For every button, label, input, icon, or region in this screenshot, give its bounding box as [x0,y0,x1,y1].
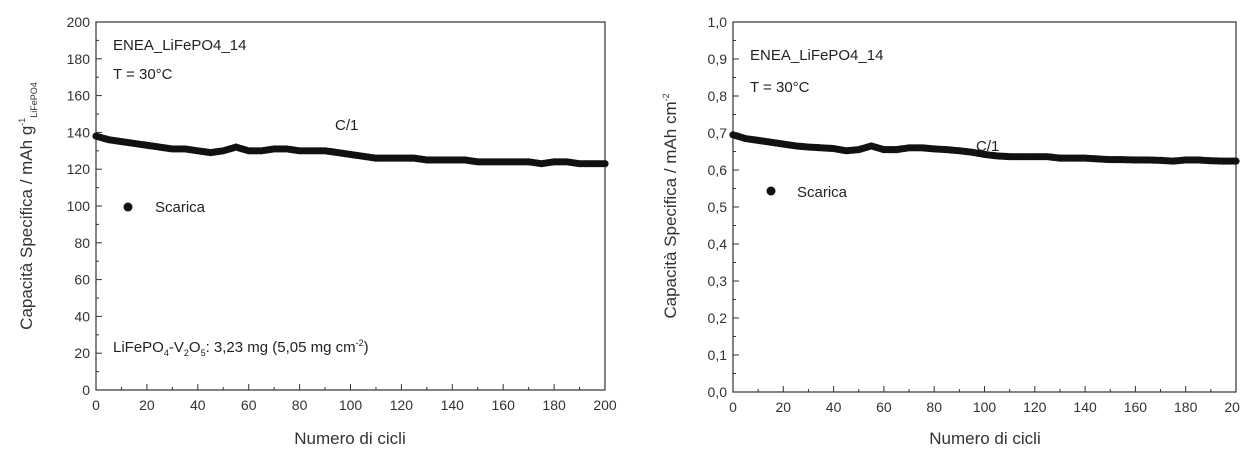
y-axis-label: Capacità Specifica / mAh g-1LiFePO4 [17,82,39,330]
x-tick-label: 140 [441,397,465,413]
sample-label: ENEA_LiFePO4_14 [750,47,883,64]
y-tick-label: 0,3 [708,273,728,289]
y-tick-label: 0,2 [708,310,728,326]
y-tick-label: 60 [74,272,90,288]
y-tick-label: 40 [74,308,90,324]
legend-marker [123,202,133,212]
x-tick-label: 200 [593,397,617,413]
chart-panel-specific-capacity-mass: 0 20 40 60 80 100 120 140 160 180 200 0 20 40 60 80 100… [17,14,617,448]
y-tick-label: 0,4 [708,236,728,252]
y-tick-label: 0,5 [708,199,728,215]
y-tick-label: 120 [67,161,91,177]
x-tick-label: 160 [1124,399,1148,415]
y-tick-label: 0,9 [708,51,728,67]
y-tick-label: 140 [67,124,91,140]
x-tick-label: 0 [729,399,737,415]
x-ticks: 0 20 40 60 80 100 120 140 160 180 200 [92,384,617,413]
rate-label: C/1 [976,138,999,155]
x-tick-label: 20 [139,397,155,413]
y-tick-label: 180 [67,51,91,67]
sample-label: ENEA_LiFePO4_14 [113,37,246,54]
temperature-label: T = 30°C [750,79,810,96]
y-tick-label: 1,0 [708,14,728,30]
y-axis-label: Capacità Specifica / mAh cm-2 [661,93,680,318]
x-tick-label: 60 [876,399,892,415]
y-tick-label: 0 [82,382,90,398]
legend-label: Scarica [155,199,206,216]
electrode-mass-label: LiFePO4-V2O5: 3,23 mg (5,05 mg cm-2) [113,338,369,358]
legend-marker [766,186,776,196]
x-tick-label: 80 [926,399,942,415]
x-tick-label: 180 [542,397,566,413]
y-ticks: 0,0 0,1 0,2 0,3 0,4 0,5 0,6 0,7 0,8 0,9 1,0 [708,14,739,400]
x-tick-label: 40 [826,399,842,415]
y-tick-label: 160 [67,88,91,104]
y-tick-label: 100 [67,198,91,214]
x-tick-label: 160 [492,397,516,413]
y-tick-label: 0,8 [708,88,728,104]
x-ticks: 0 20 40 60 80 100 120 140 160 180 200 [729,386,1240,415]
x-tick-label: 40 [190,397,206,413]
y-ticks: 0 20 40 60 80 100 120 140 160 180 200 [67,14,102,398]
y-tick-label: 0,0 [708,384,728,400]
chart-panel-specific-capacity-area: 0 20 40 60 80 100 120 140 160 180 200 0,0 0,1 0,2 0,3… [661,14,1240,448]
data-point [1232,157,1240,165]
temperature-label: T = 30°C [113,66,173,83]
plot-frame [732,21,1237,393]
x-tick-label: 80 [292,397,308,413]
y-tick-label: 0,7 [708,125,728,141]
x-axis-label: Numero di cicli [929,429,1040,448]
x-axis-label: Numero di cicli [294,429,405,448]
y-tick-label: 200 [67,14,91,30]
x-tick-label: 20 [776,399,792,415]
y-tick-label: 80 [74,235,90,251]
x-tick-label: 100 [973,399,997,415]
data-series-scarica [729,131,1240,165]
y-tick-label: 0,6 [708,162,728,178]
x-tick-label: 120 [390,397,414,413]
y-tick-label: 0,1 [708,347,728,363]
x-tick-label: 60 [241,397,257,413]
x-tick-label: 0 [92,397,100,413]
x-tick-label: 140 [1073,399,1097,415]
x-tick-label: 120 [1023,399,1047,415]
data-series-scarica [92,132,609,168]
y-tick-label: 20 [74,345,90,361]
x-tick-label: 200 [1224,399,1240,415]
legend-label: Scarica [797,184,848,201]
x-tick-label: 180 [1174,399,1198,415]
data-point [601,160,609,168]
rate-label: C/1 [335,117,358,134]
x-tick-label: 100 [339,397,363,413]
